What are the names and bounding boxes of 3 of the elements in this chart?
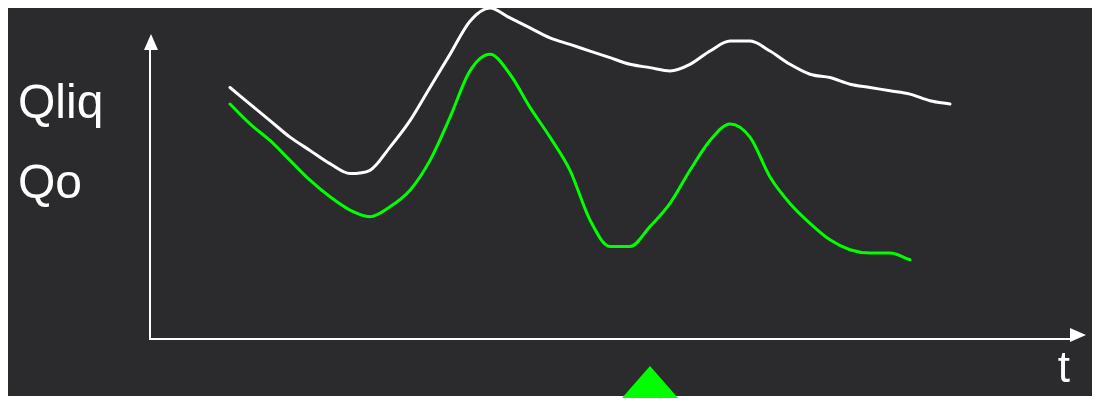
text: Qliq: [18, 75, 104, 129]
text: Qo: [18, 155, 83, 209]
x-axis-title: t: [1057, 341, 1070, 391]
